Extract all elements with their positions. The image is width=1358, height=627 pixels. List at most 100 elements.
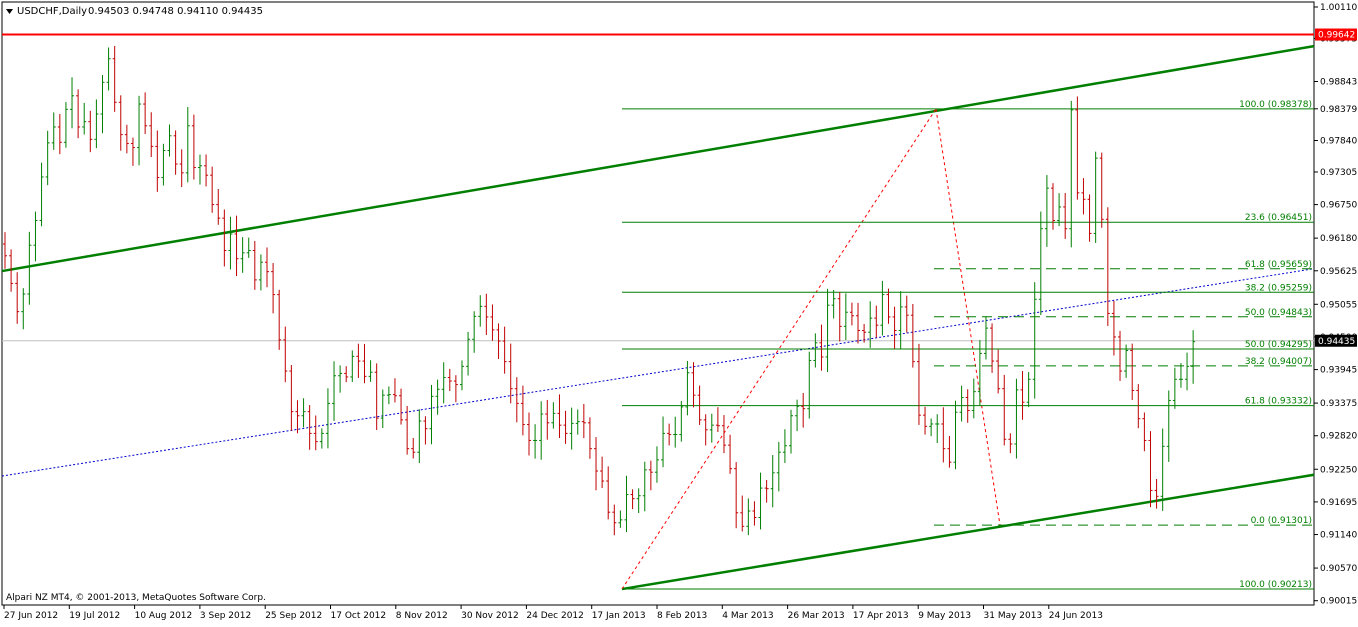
candle [746, 498, 751, 536]
candle [173, 130, 178, 175]
candle [130, 137, 135, 166]
candle [490, 304, 495, 341]
x-tick-label: 30 Nov 2012 [461, 611, 519, 621]
lower-trendline [621, 473, 1315, 591]
candle [539, 401, 544, 460]
candle [648, 460, 653, 491]
candle [1026, 372, 1031, 407]
current-price-badge-text: 0.94435 [1318, 337, 1355, 347]
candle [965, 389, 970, 423]
candle [1075, 96, 1080, 200]
candle [618, 510, 623, 528]
candle [1020, 371, 1025, 420]
candle [295, 400, 300, 434]
candle [1099, 152, 1104, 228]
ohlc-label: 0.94503 0.94748 0.94110 0.94435 [88, 6, 263, 17]
x-tick-label: 31 May 2013 [984, 611, 1043, 621]
candle [350, 350, 355, 382]
candle [411, 438, 416, 459]
candle [862, 323, 867, 343]
x-tick-label: 17 Jan 2013 [592, 611, 646, 621]
candle [484, 293, 489, 335]
candle [563, 410, 568, 444]
candle [691, 362, 696, 408]
candle [1002, 374, 1007, 446]
candle [795, 399, 800, 432]
candle [124, 124, 129, 154]
fib-large-label: 23.6 (0.96451) [1245, 213, 1312, 223]
candle [661, 416, 666, 468]
candle [734, 462, 739, 529]
candle [313, 415, 318, 451]
fib-small-label: 61.8 (0.95659) [1245, 260, 1312, 270]
y-tick-label: 0.90570 [1320, 564, 1357, 574]
candle [423, 416, 428, 445]
candle [118, 95, 123, 151]
x-tick-label: 9 May 2013 [918, 611, 971, 621]
candle [301, 398, 306, 428]
candle [545, 399, 550, 440]
candle [551, 402, 556, 429]
candle [1087, 194, 1092, 242]
candle [1166, 390, 1171, 462]
y-tick-label: 0.96750 [1320, 201, 1357, 211]
candle [514, 377, 519, 423]
x-tick-label: 8 Nov 2012 [396, 611, 448, 621]
candle [971, 378, 976, 419]
candle [155, 130, 160, 192]
candle [1185, 352, 1190, 391]
candle [356, 343, 361, 378]
candle [807, 351, 812, 419]
candle [63, 102, 68, 148]
candle [496, 323, 501, 359]
candle [9, 249, 14, 292]
x-tick-label: 25 Sep 2012 [265, 611, 322, 621]
candle [417, 409, 422, 464]
candle [526, 412, 531, 456]
candle [636, 488, 641, 514]
fib-large-label: 50.0 (0.94295) [1245, 340, 1312, 350]
current-price-badge-bg [1315, 334, 1357, 347]
candle [459, 360, 464, 391]
candle [502, 326, 507, 374]
candle [441, 362, 446, 404]
candles [3, 46, 1196, 536]
resistance-badge: 0.99642 [1315, 28, 1357, 41]
fib-small-label: 50.0 (0.94843) [1245, 308, 1312, 318]
candle [959, 385, 964, 422]
candle [728, 434, 733, 474]
candle [405, 405, 410, 455]
candle [368, 360, 373, 382]
candle [3, 232, 7, 269]
candle [106, 47, 111, 91]
candle [679, 400, 684, 442]
candle [143, 92, 148, 134]
fib-small-label: 0.0 (0.91301) [1251, 516, 1312, 526]
candle [399, 388, 404, 425]
candle [788, 409, 793, 454]
x-tick-label: 3 Sep 2012 [200, 611, 251, 621]
candle [277, 289, 282, 350]
candle [1081, 178, 1086, 215]
candle [112, 46, 117, 112]
candle [234, 215, 239, 277]
dropdown-triangle-icon[interactable] [6, 9, 13, 14]
candle [983, 316, 988, 360]
candle [1154, 478, 1159, 509]
candle [819, 324, 824, 371]
candle [246, 237, 251, 258]
candle [1178, 363, 1183, 388]
candle [630, 489, 635, 510]
candle [167, 124, 172, 157]
candle [210, 166, 215, 213]
candle [191, 114, 196, 180]
candle [904, 295, 909, 333]
x-tick-label: 24 Jun 2013 [1049, 611, 1103, 621]
y-tick-label: 0.90015 [1320, 597, 1357, 607]
candle [94, 99, 99, 149]
candle [843, 293, 848, 341]
candle [874, 305, 879, 338]
candle [923, 406, 928, 435]
candle [782, 429, 787, 463]
